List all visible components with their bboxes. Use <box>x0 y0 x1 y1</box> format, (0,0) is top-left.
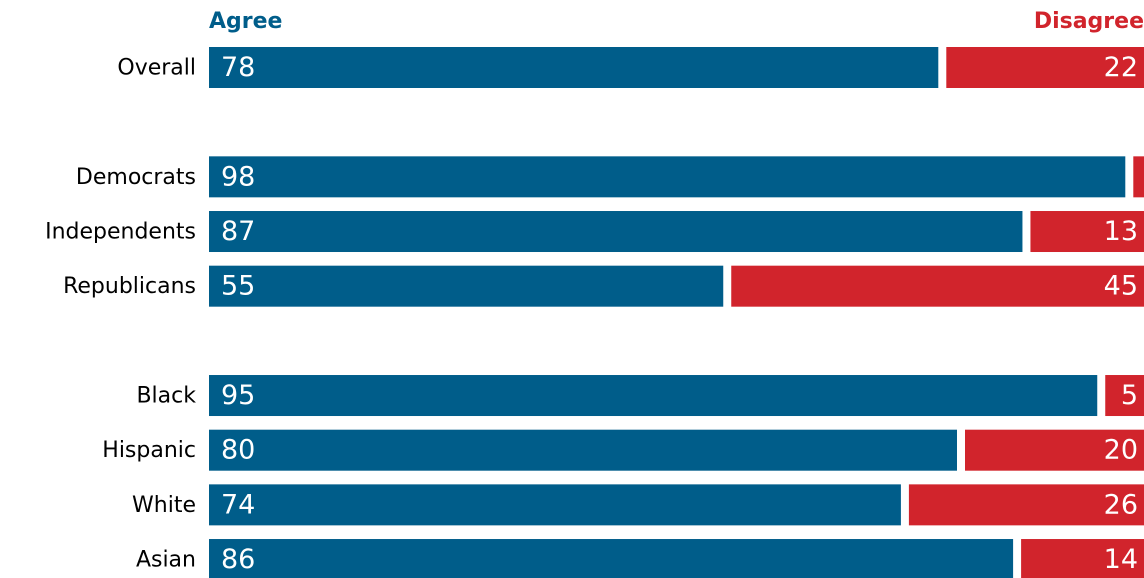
bar <box>209 211 1023 253</box>
value-label: 22 <box>1104 52 1138 83</box>
value-label: 14 <box>1104 544 1138 575</box>
category-label: Democrats <box>76 165 196 190</box>
bar <box>1030 211 1144 253</box>
value-label: 95 <box>221 380 255 411</box>
category-label: Independents <box>45 220 196 245</box>
value-label: 98 <box>221 161 255 192</box>
value-label: 80 <box>221 435 255 466</box>
bar <box>1021 539 1144 578</box>
bar <box>209 429 957 471</box>
category-label: Republicans <box>63 274 196 299</box>
bar <box>209 375 1098 417</box>
value-label: 5 <box>1121 380 1138 411</box>
value-label: 55 <box>221 271 255 302</box>
bar <box>209 539 1014 578</box>
bar <box>1105 375 1144 417</box>
category-label: Asian <box>136 548 196 573</box>
value-label: 13 <box>1104 216 1138 247</box>
value-label: 20 <box>1104 435 1138 466</box>
value-label: 78 <box>221 52 255 83</box>
bar <box>209 484 901 526</box>
legend-label: Agree <box>209 9 282 34</box>
category-label: Overall <box>117 56 196 81</box>
category-label: White <box>132 493 196 518</box>
bar <box>209 47 939 88</box>
value-label: 86 <box>221 544 255 575</box>
bar <box>965 429 1144 471</box>
bar <box>908 484 1144 526</box>
bar <box>1133 156 1144 198</box>
bar <box>946 47 1144 88</box>
value-label: 87 <box>221 216 255 247</box>
value-label: 45 <box>1104 271 1138 302</box>
bar <box>209 265 724 307</box>
category-label: Black <box>136 384 196 409</box>
legend-label: Disagree <box>1034 9 1144 34</box>
value-label: 26 <box>1104 489 1138 520</box>
bar <box>731 265 1144 307</box>
category-label: Hispanic <box>102 438 196 463</box>
value-label: 74 <box>221 489 255 520</box>
bar <box>209 156 1126 198</box>
